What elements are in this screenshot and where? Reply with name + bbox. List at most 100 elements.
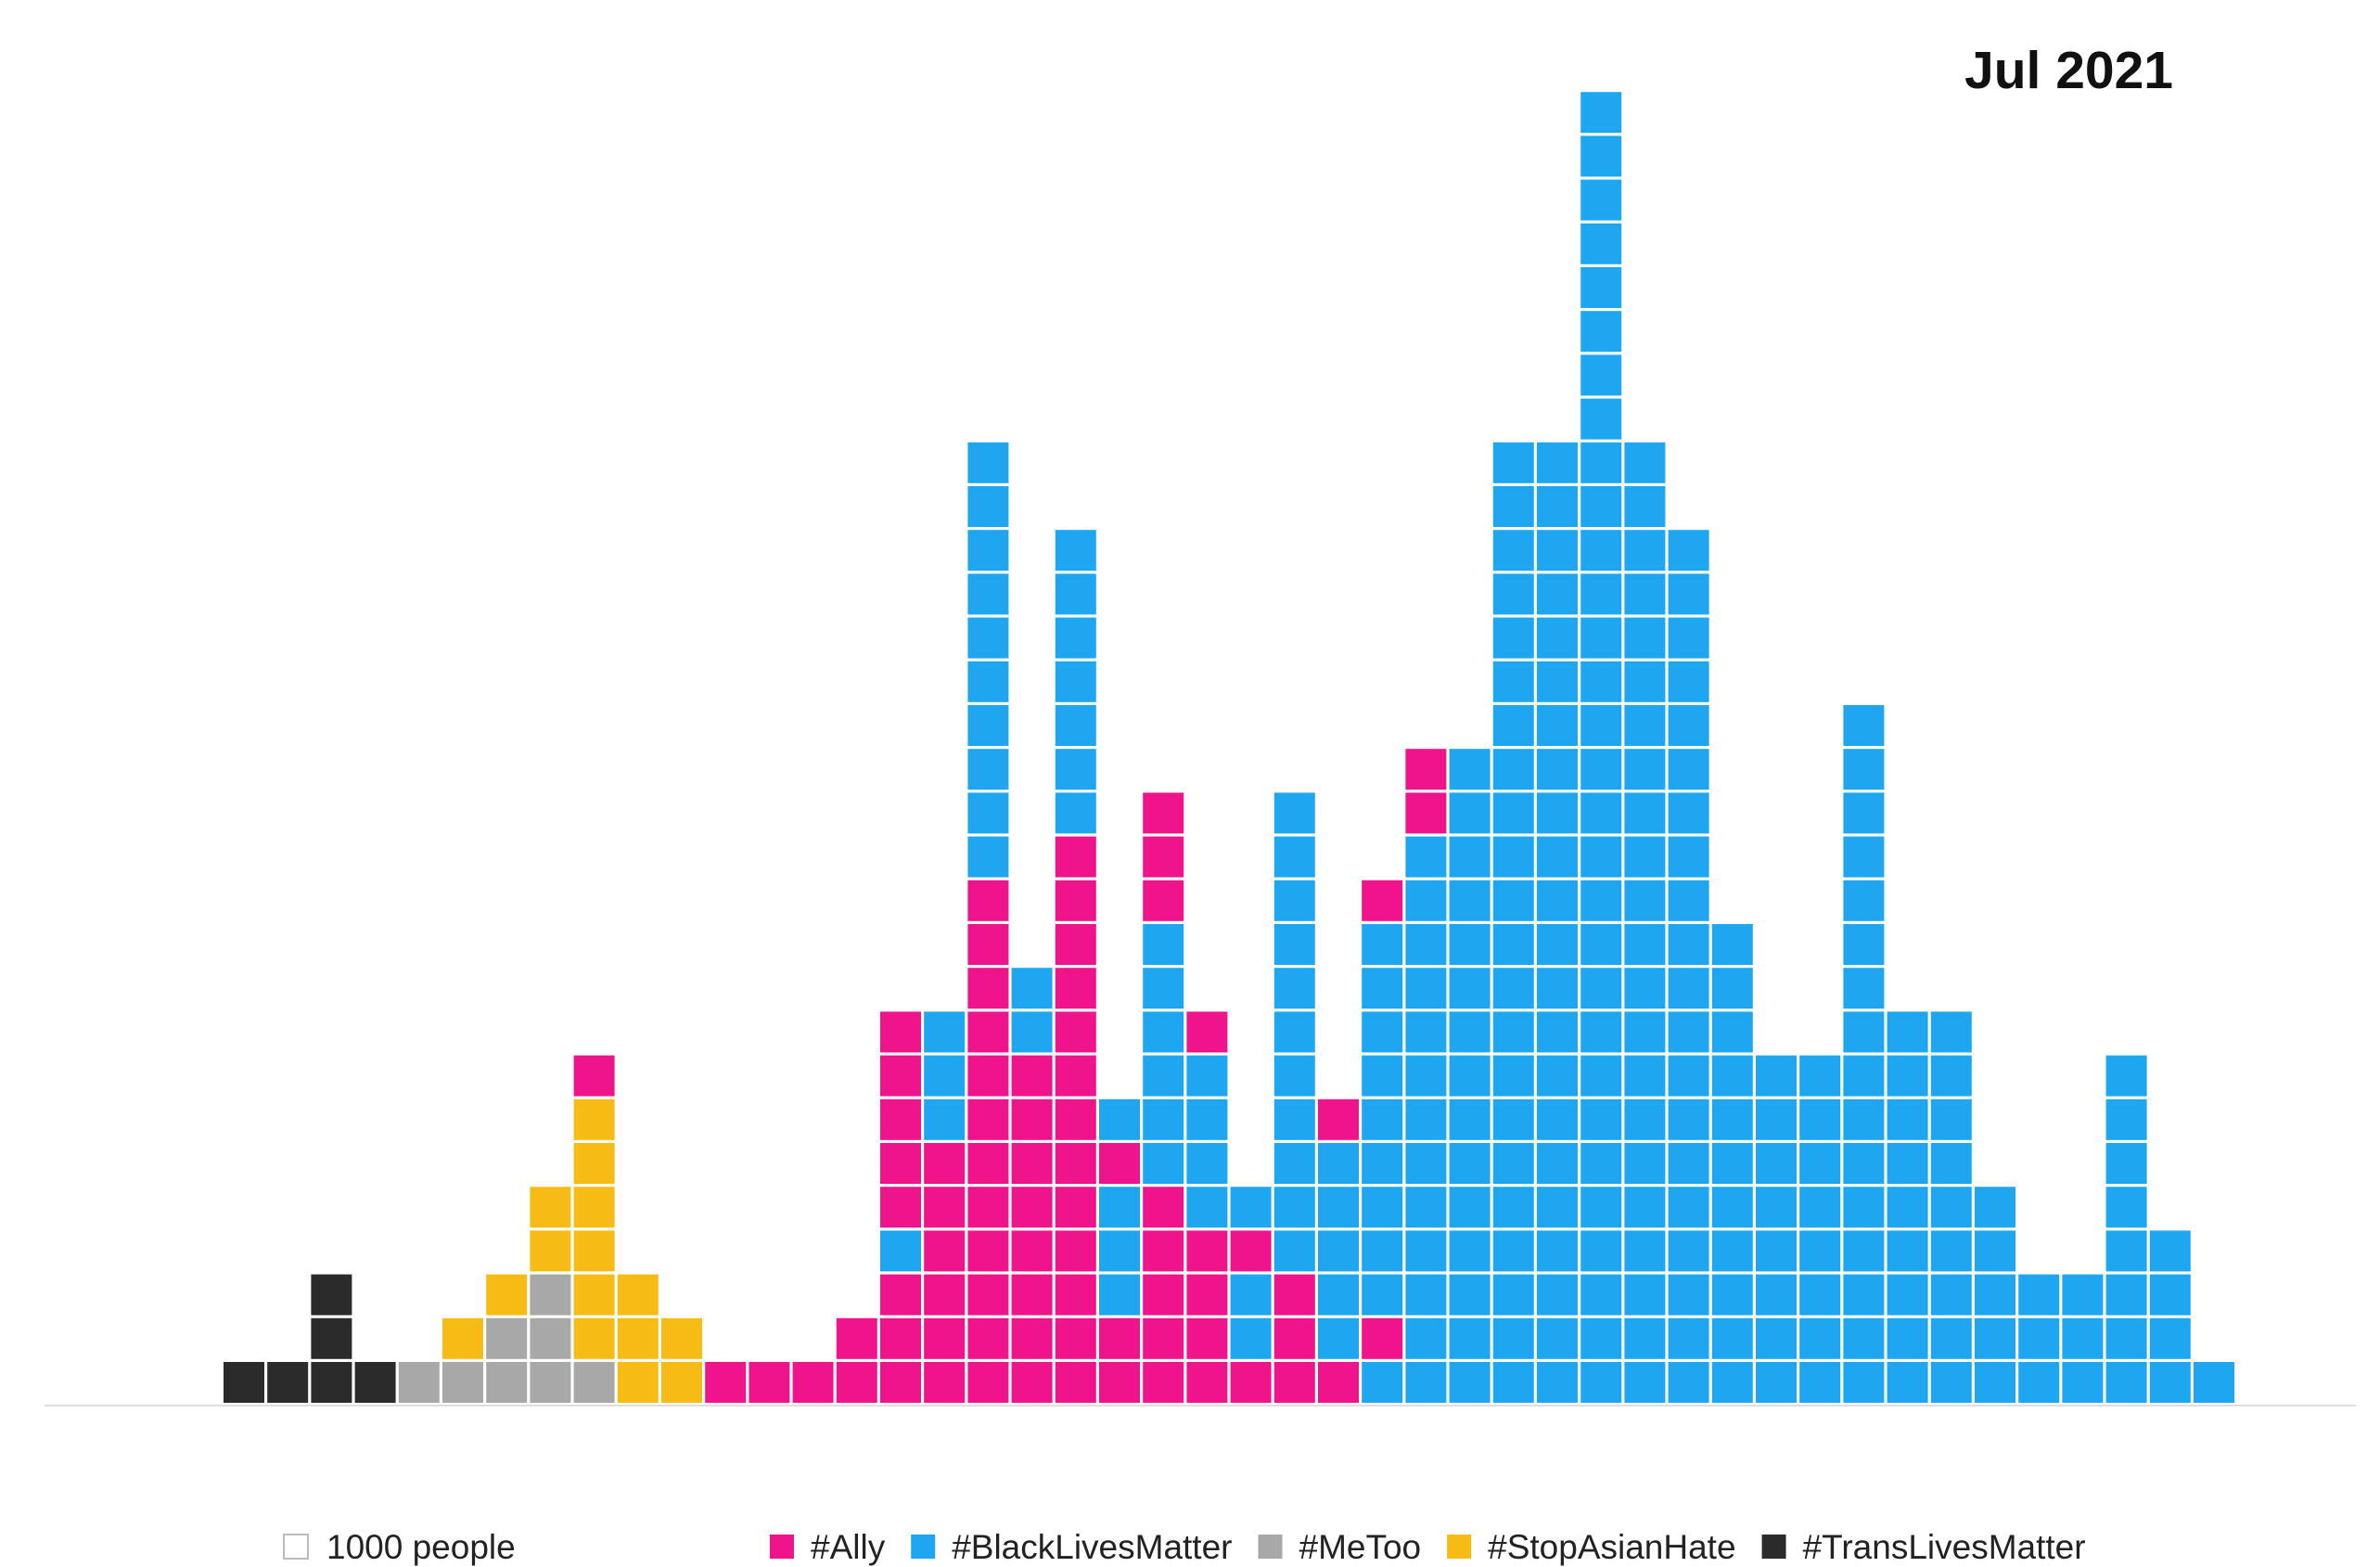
unit-square-blm <box>1273 1098 1315 1140</box>
unit-square-blm <box>1405 1317 1447 1359</box>
unit-square-ally <box>1055 1230 1096 1272</box>
unit-square-blm <box>1887 1362 1928 1403</box>
unit-square-blm <box>1843 836 1885 878</box>
unit-square-blm <box>1186 1055 1228 1097</box>
unit-square-blm <box>1537 792 1578 834</box>
unit-square-blm <box>1273 1143 1315 1184</box>
unit-square-ally <box>1362 1317 1403 1359</box>
unit-square-blm <box>1362 1274 1403 1316</box>
unit-square-blm <box>1580 1274 1622 1316</box>
unit-square-blm <box>967 749 1009 790</box>
unit-square-blm <box>1273 836 1315 878</box>
unit-square-ally <box>1143 836 1184 878</box>
unit-square-blm <box>1930 1055 1972 1097</box>
unit-square-blm <box>1799 1187 1841 1228</box>
unit-square-ally <box>1055 1143 1096 1184</box>
legend-unit-label: 1000 people <box>326 1528 516 1566</box>
unit-square-blm <box>1624 1143 1666 1184</box>
unit-square-stopasianhate <box>617 1317 659 1359</box>
unit-square-blm <box>1711 1055 1753 1097</box>
unit-square-blm <box>1449 1230 1491 1272</box>
unit-square-blm <box>1975 1274 2015 1316</box>
unit-square-blm <box>1537 1011 1578 1053</box>
unit-square-ally <box>1318 1098 1359 1140</box>
unit-square-blm <box>1449 1274 1491 1316</box>
unit-square-blm <box>1273 1187 1315 1228</box>
unit-square-blm <box>924 1011 966 1053</box>
unit-square-blm <box>1143 1055 1184 1097</box>
unit-square-ally <box>1011 1187 1053 1228</box>
unit-square-blm <box>2062 1274 2104 1316</box>
unit-square-blm <box>2105 1362 2147 1403</box>
unit-square-blm <box>1537 705 1578 746</box>
unit-square-ally <box>1099 1317 1140 1359</box>
unit-square-ally <box>1055 1274 1096 1316</box>
unit-square-ally <box>1055 1187 1096 1228</box>
unit-square-blm <box>1405 1230 1447 1272</box>
unit-square-blm <box>1580 661 1622 702</box>
unit-square-blm <box>1799 1317 1841 1359</box>
unit-square-ally <box>1143 1362 1184 1403</box>
unit-square-blm <box>1580 1055 1622 1097</box>
unit-square-blm <box>1668 1143 1709 1184</box>
unit-square-metoo <box>486 1362 528 1403</box>
unit-square-blm <box>1624 1011 1666 1053</box>
unit-square-blm <box>1580 311 1622 353</box>
unit-square-blm <box>1273 968 1315 1009</box>
unit-square-blm <box>1230 1317 1272 1359</box>
unit-square-blm <box>1143 1011 1184 1053</box>
unit-square-blm <box>1405 968 1447 1009</box>
unit-square-blm <box>1186 1187 1228 1228</box>
unit-square-ally <box>1011 1230 1053 1272</box>
unit-square-blm <box>1624 836 1666 878</box>
unit-square-blm <box>1318 1143 1359 1184</box>
unit-square-stopasianhate <box>530 1187 571 1228</box>
unit-square-blm <box>1756 1317 1797 1359</box>
unit-square-translivesmatter <box>354 1362 396 1403</box>
unit-square-ally <box>1405 792 1447 834</box>
unit-square-ally <box>1273 1317 1315 1359</box>
unit-square-blm <box>1405 880 1447 921</box>
unit-square-blm <box>1799 1230 1841 1272</box>
unit-square-ally <box>967 968 1009 1009</box>
unit-square-ally <box>1273 1362 1315 1403</box>
unit-square-blm <box>1668 1274 1709 1316</box>
unit-square-blm <box>1449 836 1491 878</box>
unit-square-blm <box>1624 486 1666 527</box>
unit-square-metoo <box>398 1362 440 1403</box>
unit-square-ally <box>880 1011 921 1053</box>
unit-square-stopasianhate <box>617 1362 659 1403</box>
unit-square-ally <box>967 1143 1009 1184</box>
unit-square-blm <box>1843 1230 1885 1272</box>
unit-square-ally <box>924 1230 966 1272</box>
unit-square-stopasianhate <box>442 1317 483 1359</box>
unit-square-blm <box>1580 398 1622 440</box>
unit-square-blm <box>1843 1098 1885 1140</box>
unit-square-blm <box>1143 1143 1184 1184</box>
unit-square-blm <box>1449 880 1491 921</box>
unit-square-blm <box>1930 1362 1972 1403</box>
unit-square-blm <box>1668 573 1709 615</box>
unit-square-ally <box>1318 1362 1359 1403</box>
unit-square-blm <box>1492 1098 1534 1140</box>
unit-square-blm <box>1273 1230 1315 1272</box>
unit-square-ally <box>880 1055 921 1097</box>
unit-square-blm <box>1624 968 1666 1009</box>
unit-square-blm <box>1580 223 1622 264</box>
unit-square-ally <box>1011 1362 1053 1403</box>
unit-square-ally <box>880 1317 921 1359</box>
unit-square-ally <box>967 1055 1009 1097</box>
legend: 1000 people #Ally #BlackLivesMatter #MeToo… <box>283 1528 2086 1566</box>
unit-square-blm <box>1055 705 1096 746</box>
unit-square-ally <box>749 1362 790 1403</box>
unit-square-blm <box>1668 1362 1709 1403</box>
unit-square-metoo <box>530 1362 571 1403</box>
unit-square-blm <box>1099 1230 1140 1272</box>
unit-square-blm <box>1580 135 1622 177</box>
unit-square-blm <box>1624 442 1666 483</box>
unit-square-ally <box>967 1011 1009 1053</box>
legend-label-blm: #BlackLivesMatter <box>952 1528 1232 1566</box>
unit-square-blm <box>967 705 1009 746</box>
unit-square-blm <box>1449 968 1491 1009</box>
